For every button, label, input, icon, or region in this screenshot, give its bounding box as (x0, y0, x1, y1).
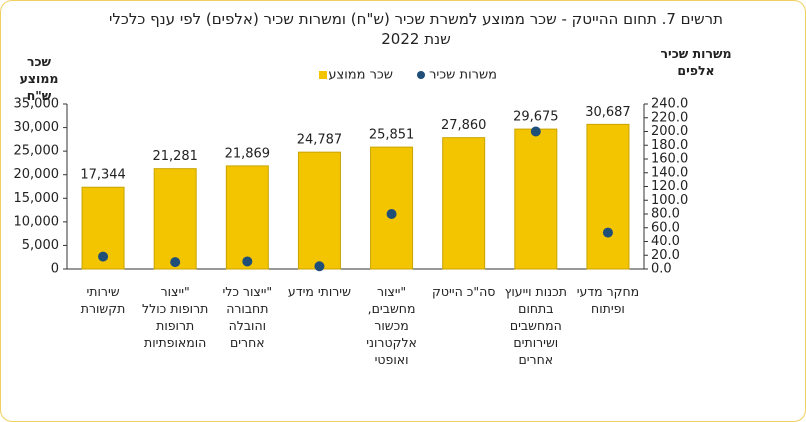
value-label: 21,281 (152, 149, 198, 164)
y-tick-label: 15,000 (14, 191, 60, 206)
y2-axis-label: משרות שכיר אלפים (660, 46, 732, 78)
x-tick-label: מחקר מדעי ופיתוח (576, 284, 640, 316)
bar (297, 151, 341, 270)
y2-tick-label: 100.0 (651, 193, 688, 208)
value-label: 29,675 (513, 110, 559, 125)
y-tick-label: 0 (51, 262, 59, 277)
value-label: 27,860 (441, 118, 487, 133)
y2-tick-label: 0.0 (651, 262, 672, 277)
bar (514, 128, 558, 270)
x-tick-label: שירותי מידע (287, 284, 351, 299)
bar (153, 168, 197, 270)
bar (586, 123, 630, 270)
legend-swatch (319, 71, 327, 79)
y2-tick-label: 140.0 (651, 165, 688, 180)
y-tick-label: 20,000 (14, 167, 60, 182)
x-tick-label: "ייצור מחשבים, מכשור אלקטרוני ואופטי (366, 284, 417, 367)
title: תרשים 7. תחום ההייטק - שכר ממוצע למשרת ש… (109, 10, 723, 28)
value-label: 25,851 (369, 128, 415, 143)
y2-tick-label: 40.0 (651, 234, 680, 249)
y2-tick-label: 240.0 (651, 97, 688, 112)
y-tick-label: 30,000 (14, 120, 60, 135)
bar (442, 137, 486, 270)
y2-tick-label: 20.0 (651, 248, 680, 263)
y-axis-label: שכר ממוצע ש"ח (19, 54, 59, 103)
y2-tick-label: 220.0 (651, 110, 688, 125)
value-label: 21,869 (225, 146, 271, 161)
value-label: 24,787 (297, 133, 343, 148)
y2-tick-label: 200.0 (651, 124, 688, 139)
job-dot (98, 251, 109, 262)
job-dot (170, 257, 181, 268)
y2-tick-label: 120.0 (651, 179, 688, 194)
y-tick-label: 10,000 (14, 214, 60, 229)
legend-swatch (417, 71, 425, 79)
y2-tick-label: 180.0 (651, 138, 688, 153)
x-tick-label: שירותי תקשורת (80, 284, 126, 316)
chart-title: תרשים 7. תחום ההייטק - שכר ממוצע למשרת ש… (91, 9, 741, 49)
value-label: 17,344 (80, 168, 126, 183)
x-tick-label: תכנות וייעוץ בתחום המחשבים ושירותים אחרי… (504, 284, 568, 367)
job-dot (530, 126, 541, 137)
y-tick-label: 35,000 (14, 97, 60, 112)
y2-tick-label: 160.0 (651, 152, 688, 167)
x-tick-label: "ייצור תרופות כולל תרופות הומאופתיות (142, 284, 209, 350)
y-tick-label: 5,000 (22, 238, 59, 253)
y2-tick-label: 60.0 (651, 220, 680, 235)
y2-tick-label: 80.0 (651, 207, 680, 222)
subtitle: שנת 2022 (381, 30, 451, 48)
legend-label: שכר ממוצע (328, 68, 393, 83)
y-tick-label: 25,000 (14, 144, 60, 159)
bar (370, 146, 414, 270)
job-dot (386, 209, 397, 219)
job-dot (242, 256, 253, 267)
job-dot (602, 227, 613, 238)
x-tick-label: סה"כ הייטק (432, 284, 496, 299)
x-tick-label: "ייצור כלי תחבורה והובלה אחרים (222, 284, 273, 350)
value-label: 30,687 (585, 105, 631, 120)
bar (225, 165, 269, 270)
legend-label: משרות שכיר (429, 68, 497, 83)
job-dot (314, 261, 325, 272)
